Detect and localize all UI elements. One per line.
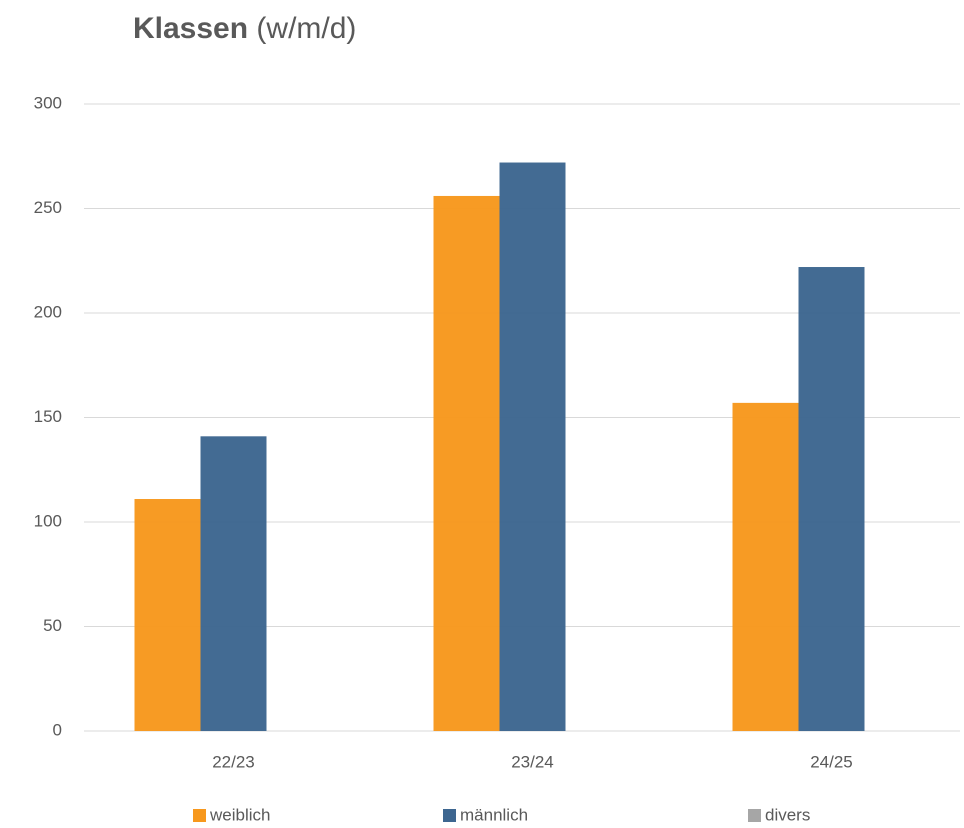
legend-swatch [193,809,206,822]
bar [200,436,267,731]
chart-title: Klassen (w/m/d) [133,12,356,45]
bar [732,402,799,731]
y-tick-label: 50 [43,616,62,635]
title-suffix: (w/m/d) [256,12,356,45]
y-tick-label: 250 [34,198,62,217]
legend-swatch [748,809,761,822]
legend-label: divers [765,805,810,824]
x-tick-label: 22/23 [212,752,255,771]
x-tick-label: 24/25 [810,752,853,771]
bar [134,499,201,731]
y-tick-label: 200 [34,302,62,321]
legend-label: weiblich [209,805,270,824]
x-tick-label: 23/24 [511,752,554,771]
y-tick-label: 300 [34,93,62,112]
bar [433,195,500,731]
title-main: Klassen [133,12,248,45]
bar [798,267,865,731]
y-tick-label: 150 [34,407,62,426]
legend-label: männlich [460,805,528,824]
y-tick-label: 0 [53,720,62,739]
bar [499,162,566,731]
y-tick-label: 100 [34,511,62,530]
legend-swatch [443,809,456,822]
